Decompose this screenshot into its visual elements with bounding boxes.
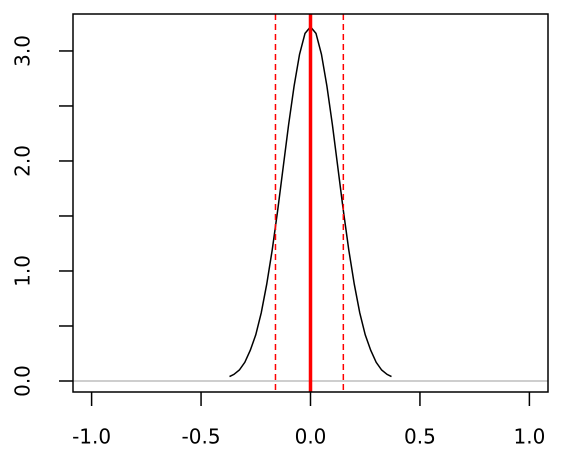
x-tick-label: -1.0 (72, 425, 111, 449)
y-tick-label: 2.0 (11, 145, 35, 177)
x-tick-label: 0.5 (404, 425, 436, 449)
x-tick-label: -0.5 (182, 425, 221, 449)
x-tick-label: 1.0 (513, 425, 545, 449)
y-tick-label: 3.0 (11, 35, 35, 67)
x-tick-label: 0.0 (295, 425, 327, 449)
y-tick-label: 0.0 (11, 365, 35, 397)
y-tick-label: 1.0 (11, 255, 35, 287)
